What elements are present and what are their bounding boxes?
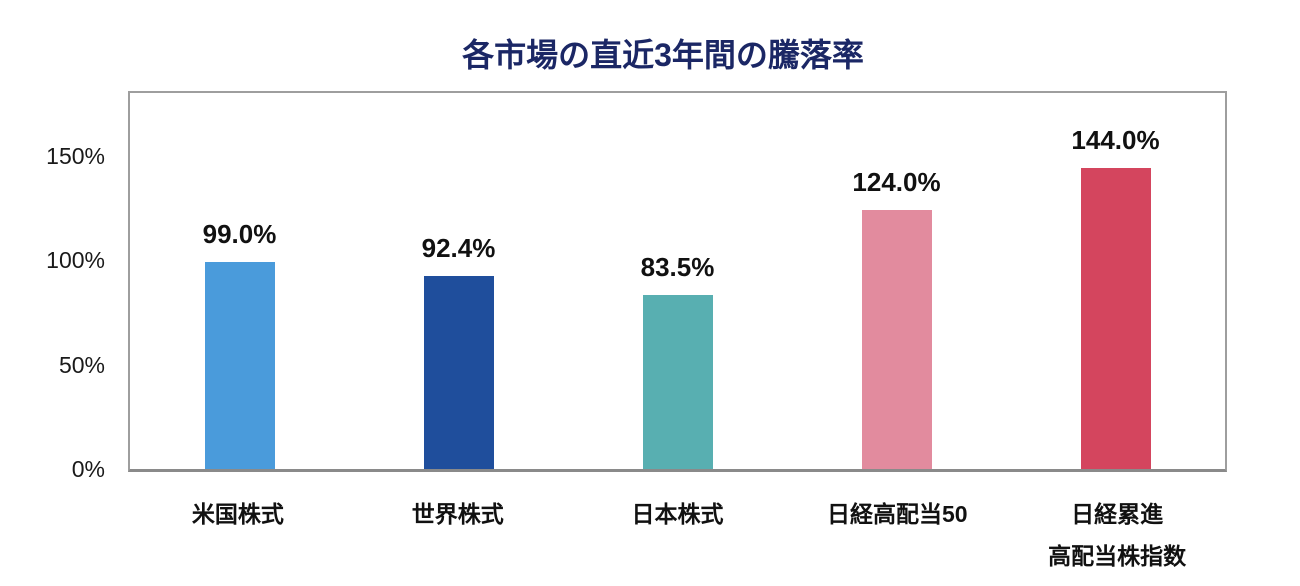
bar-column: 83.5%	[568, 93, 787, 469]
bar-value-label: 124.0%	[852, 166, 941, 197]
bar-column: 99.0%	[130, 93, 349, 469]
x-axis-label: 日本株式	[631, 501, 724, 527]
y-axis-tick-label: 0%	[71, 456, 105, 482]
plot-area: 99.0% 92.4% 83.5% 124.0% 144.0%	[128, 91, 1227, 472]
bar-column: 124.0%	[787, 93, 1006, 469]
y-axis-tick-label: 150%	[46, 142, 105, 169]
y-axis-tick-label: 50%	[58, 351, 105, 378]
y-axis: 0% 50% 100% 150%	[0, 91, 105, 482]
x-axis: 米国株式 世界株式 日本株式 日経高配当50 日経累進 高配当株指数	[128, 474, 1227, 577]
bar-value-label: 92.4%	[421, 233, 496, 263]
y-axis-tick-label: 100%	[46, 247, 105, 274]
bar	[861, 209, 932, 469]
chart-title: 各市場の直近3年間の騰落率	[462, 37, 864, 73]
bar	[204, 262, 275, 469]
bar-column: 92.4%	[349, 93, 568, 469]
x-axis-label: 日経高配当50	[826, 501, 968, 527]
x-axis-label: 世界株式	[411, 501, 504, 527]
bar	[423, 276, 494, 469]
x-axis-label: 日経累進 高配当株指数	[1048, 501, 1187, 569]
bar-value-label: 144.0%	[1071, 125, 1160, 156]
bar	[1080, 168, 1151, 469]
plot-area-inner: 99.0% 92.4% 83.5% 124.0% 144.0%	[130, 93, 1225, 469]
bar-value-label: 83.5%	[640, 251, 715, 282]
bar-column: 144.0%	[1006, 93, 1225, 469]
x-axis-label: 米国株式	[191, 501, 284, 527]
bar-value-label: 99.0%	[202, 219, 277, 250]
bar	[642, 294, 713, 469]
